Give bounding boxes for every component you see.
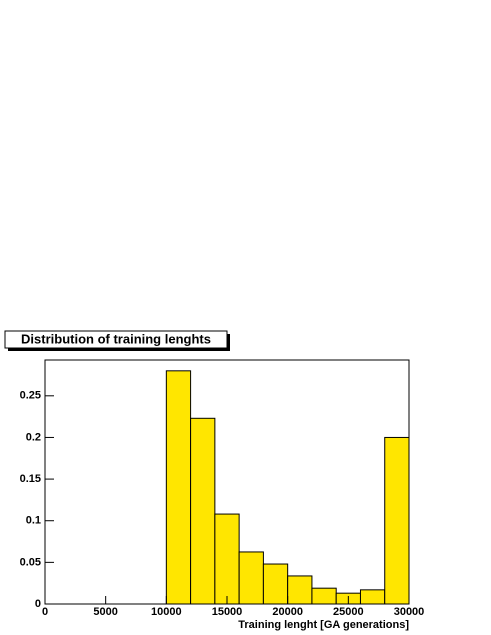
histogram-bar <box>214 513 240 605</box>
y-tick-label: 0.2 <box>26 431 41 443</box>
x-tick-label: 25000 <box>333 606 364 618</box>
x-tick-label: 0 <box>42 606 48 618</box>
chart-title: Distribution of training lenghts <box>21 331 211 346</box>
x-tick-label: 5000 <box>93 606 117 618</box>
x-tick-label: 15000 <box>212 606 243 618</box>
y-tick-label: 0 <box>35 598 41 610</box>
histogram-bar <box>287 575 313 605</box>
x-tick-label: 20000 <box>272 606 303 618</box>
histogram-bar <box>384 436 410 605</box>
histogram-bar <box>311 587 337 605</box>
histogram-bar <box>190 417 216 605</box>
y-tick-label: 0.15 <box>20 473 41 485</box>
x-axis-label: Training lenght [GA generations] <box>238 619 409 631</box>
histogram-bar <box>165 370 192 605</box>
y-tick-label: 0.1 <box>26 515 41 527</box>
x-tick-label: 30000 <box>394 606 425 618</box>
histogram-bar <box>262 563 289 605</box>
x-tick-label: 10000 <box>151 606 182 618</box>
y-tick-label: 0.05 <box>20 556 41 568</box>
title-box <box>4 330 228 349</box>
y-tick-label: 0.25 <box>20 390 41 402</box>
histogram-bar <box>238 551 264 605</box>
histogram-bar <box>359 589 386 605</box>
